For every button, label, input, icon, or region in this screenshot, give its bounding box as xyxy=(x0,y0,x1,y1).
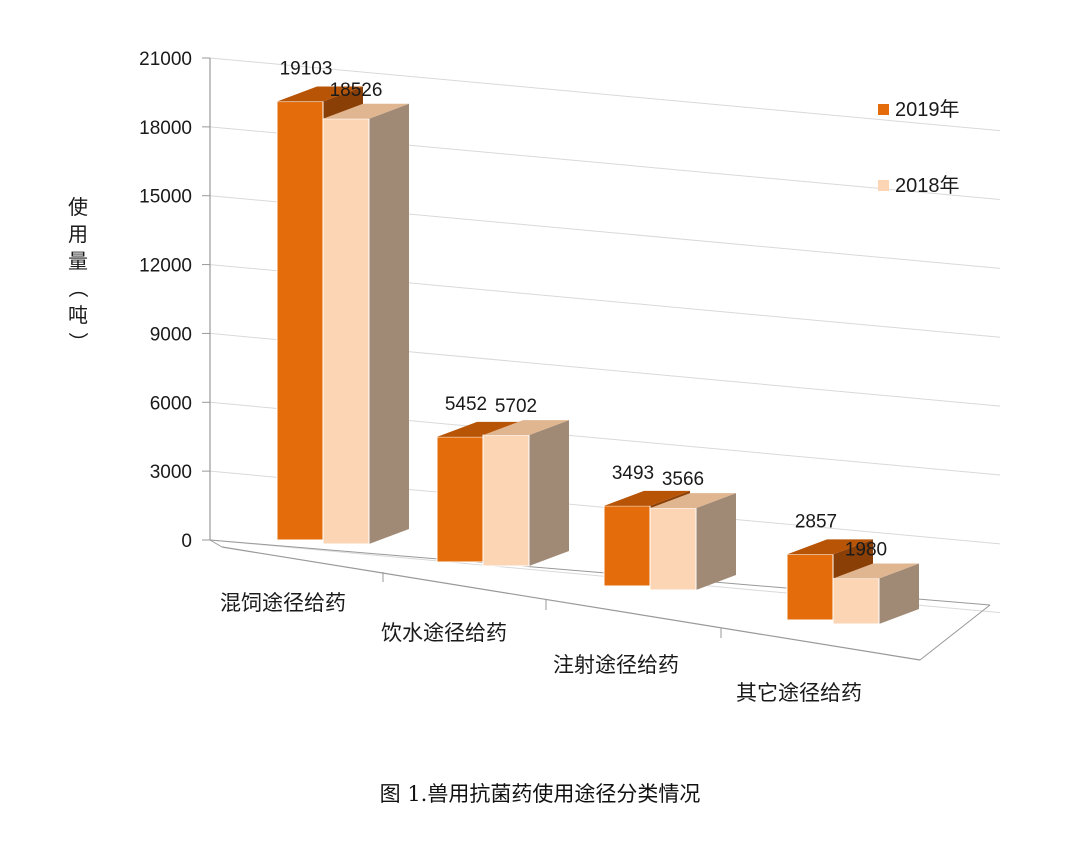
bar-front-face xyxy=(649,507,697,591)
gridline xyxy=(209,57,1001,132)
data-label: 3566 xyxy=(662,469,704,490)
bar-top-face xyxy=(323,103,409,119)
bar-front-face xyxy=(482,434,530,567)
y-axis-label-char: 量 xyxy=(68,249,88,273)
legend-label: 2018年 xyxy=(895,174,960,197)
bar-top-face xyxy=(833,563,919,579)
legend-swatch xyxy=(878,104,889,115)
y-tick-label: 6000 xyxy=(150,393,192,414)
bar-side-face xyxy=(879,563,919,624)
y-axis-label-char: （ xyxy=(66,278,90,298)
bar-2018 xyxy=(649,493,736,591)
y-tick-label: 21000 xyxy=(139,49,192,70)
x-axis-line xyxy=(221,546,921,661)
bars xyxy=(276,86,919,625)
bar-top-face xyxy=(604,490,690,506)
data-label: 5452 xyxy=(445,394,487,415)
bar-side-face xyxy=(529,420,569,566)
y-tick-label: 9000 xyxy=(150,324,192,345)
bar-front-face xyxy=(832,578,880,625)
data-label: 2857 xyxy=(795,511,837,532)
y-axis-label-char: 用 xyxy=(68,222,88,246)
bar-2018 xyxy=(322,103,409,545)
bar-front-face xyxy=(603,505,651,587)
y-axis-label-char: 吨 xyxy=(68,303,88,327)
bar-front-face xyxy=(436,436,484,563)
y-tick-labels: 0 3000 6000 9000 12000 15000 18000 21000 xyxy=(139,49,192,552)
data-label: 19103 xyxy=(280,59,333,80)
bar-top-face xyxy=(787,539,873,555)
legend: 2019年 2018年 xyxy=(878,98,960,197)
data-label: 3493 xyxy=(612,463,654,484)
category-label: 注射途径给药 xyxy=(553,653,679,677)
data-label: 5702 xyxy=(495,396,537,417)
bar-side-face xyxy=(369,103,409,545)
bar-top-face xyxy=(483,420,569,436)
bar-side-face xyxy=(696,493,736,590)
y-axis-label-char: 使 xyxy=(68,195,88,219)
y-tick-label: 12000 xyxy=(139,256,192,277)
bar-2018 xyxy=(482,420,569,567)
y-tick-label: 3000 xyxy=(150,462,192,483)
y-axis-label: 使用量 （ 吨 ） xyxy=(66,195,90,352)
data-label: 18526 xyxy=(330,80,383,101)
figure-caption: 图 1.兽用抗菌药使用途径分类情况 xyxy=(379,782,701,806)
bar-front-face xyxy=(322,118,370,545)
data-label: 1980 xyxy=(845,540,887,561)
category-label: 饮水途径给药 xyxy=(381,621,507,645)
y-axis-label-char: ） xyxy=(66,332,90,352)
bar-top-face xyxy=(650,493,736,509)
category-label: 混饲途径给药 xyxy=(220,591,346,615)
legend-label: 2019年 xyxy=(895,98,960,121)
y-tick-label: 15000 xyxy=(139,187,192,208)
bar-front-face xyxy=(786,553,834,621)
bar-top-face xyxy=(277,86,363,102)
bar-top-face xyxy=(437,421,523,437)
legend-swatch xyxy=(878,180,889,191)
bar-front-face xyxy=(276,101,324,541)
category-label: 其它途径给药 xyxy=(736,681,862,705)
y-tick-label: 18000 xyxy=(139,118,192,139)
floor-right-edge xyxy=(919,604,991,661)
y-tick-label: 0 xyxy=(181,531,192,552)
bar-2018 xyxy=(832,563,919,625)
floor-left-edge xyxy=(209,539,223,548)
